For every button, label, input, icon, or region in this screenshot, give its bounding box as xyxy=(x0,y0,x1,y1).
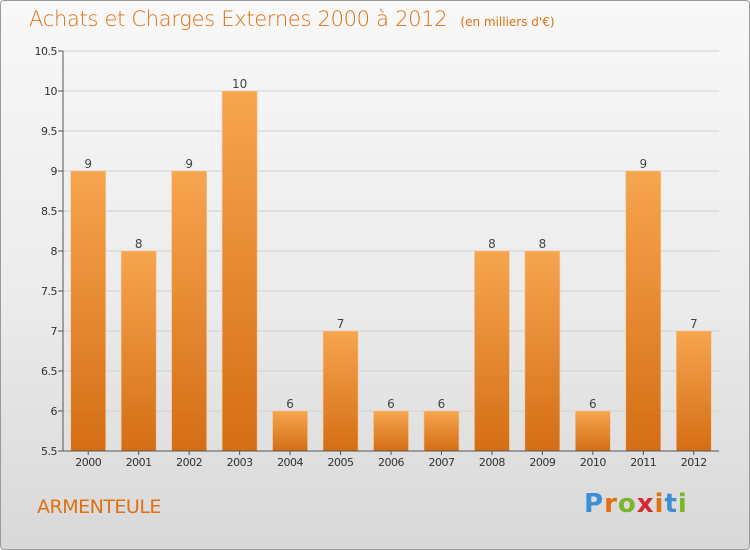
y-tick-label: 6.5 xyxy=(41,365,57,378)
y-tick-label: 6 xyxy=(51,405,58,418)
x-tick-label: 2005 xyxy=(328,456,354,469)
x-tick-label: 2011 xyxy=(630,456,656,469)
logo-letter: P xyxy=(584,489,605,519)
x-tick-label: 2007 xyxy=(428,456,454,469)
bar xyxy=(171,170,207,452)
data-label: 6 xyxy=(387,397,395,411)
bar xyxy=(625,170,662,452)
y-tick-label: 8 xyxy=(51,245,58,258)
bar xyxy=(221,90,258,452)
y-tick-label: 10 xyxy=(44,85,57,98)
data-label: 6 xyxy=(438,397,446,411)
x-tick-label: 2001 xyxy=(126,456,152,469)
data-label: 6 xyxy=(589,397,597,411)
data-label: 7 xyxy=(690,317,698,331)
bar xyxy=(423,410,460,452)
commune-name: ARMENTEULE xyxy=(37,496,161,518)
logo-letter: t xyxy=(664,489,678,519)
chart-title: Achats et Charges Externes 2000 à 2012 (… xyxy=(29,7,555,31)
bar xyxy=(474,250,510,452)
bar xyxy=(524,250,561,452)
x-tick-label: 2004 xyxy=(277,456,303,469)
x-tick-label: 2000 xyxy=(75,456,101,469)
data-label: 8 xyxy=(488,237,496,251)
data-label: 8 xyxy=(135,237,143,251)
y-tick-label: 7.5 xyxy=(41,285,57,298)
x-tick-label: 2003 xyxy=(227,456,253,469)
bar xyxy=(322,330,359,452)
bar xyxy=(70,170,107,452)
x-tick-label: 2006 xyxy=(378,456,404,469)
bar xyxy=(575,410,611,452)
x-tick-label: 2010 xyxy=(580,456,606,469)
chart-title-text: Achats et Charges Externes 2000 à 2012 xyxy=(29,7,448,31)
bar xyxy=(272,410,308,452)
data-label: 6 xyxy=(286,397,294,411)
y-tick-label: 10.5 xyxy=(35,45,58,58)
logo-letter: x xyxy=(636,489,655,519)
y-tick-label: 8.5 xyxy=(41,205,57,218)
x-tick-label: 2008 xyxy=(479,456,505,469)
y-tick-label: 5.5 xyxy=(41,445,57,458)
bar xyxy=(373,410,409,452)
proxiti-logo: Proxiti xyxy=(584,489,688,519)
x-tick-label: 2009 xyxy=(529,456,555,469)
y-tick-label: 9 xyxy=(51,165,58,178)
x-tick-label: 2002 xyxy=(176,456,202,469)
data-label: 10 xyxy=(232,77,247,91)
logo-letter: i xyxy=(654,489,665,519)
data-label: 7 xyxy=(337,317,345,331)
x-tick-label: 2012 xyxy=(681,456,707,469)
logo-letter: i xyxy=(677,489,688,519)
data-label: 9 xyxy=(185,157,193,171)
logo-letter: r xyxy=(604,489,618,519)
data-label: 9 xyxy=(84,157,92,171)
data-label: 8 xyxy=(539,237,547,251)
data-label: 9 xyxy=(639,157,647,171)
bar xyxy=(675,330,712,452)
y-tick-label: 9.5 xyxy=(41,125,57,138)
bar xyxy=(120,250,157,452)
chart-unit-label: (en milliers d'€) xyxy=(460,15,555,29)
y-tick-label: 7 xyxy=(51,325,58,338)
logo-letter: o xyxy=(617,489,637,519)
